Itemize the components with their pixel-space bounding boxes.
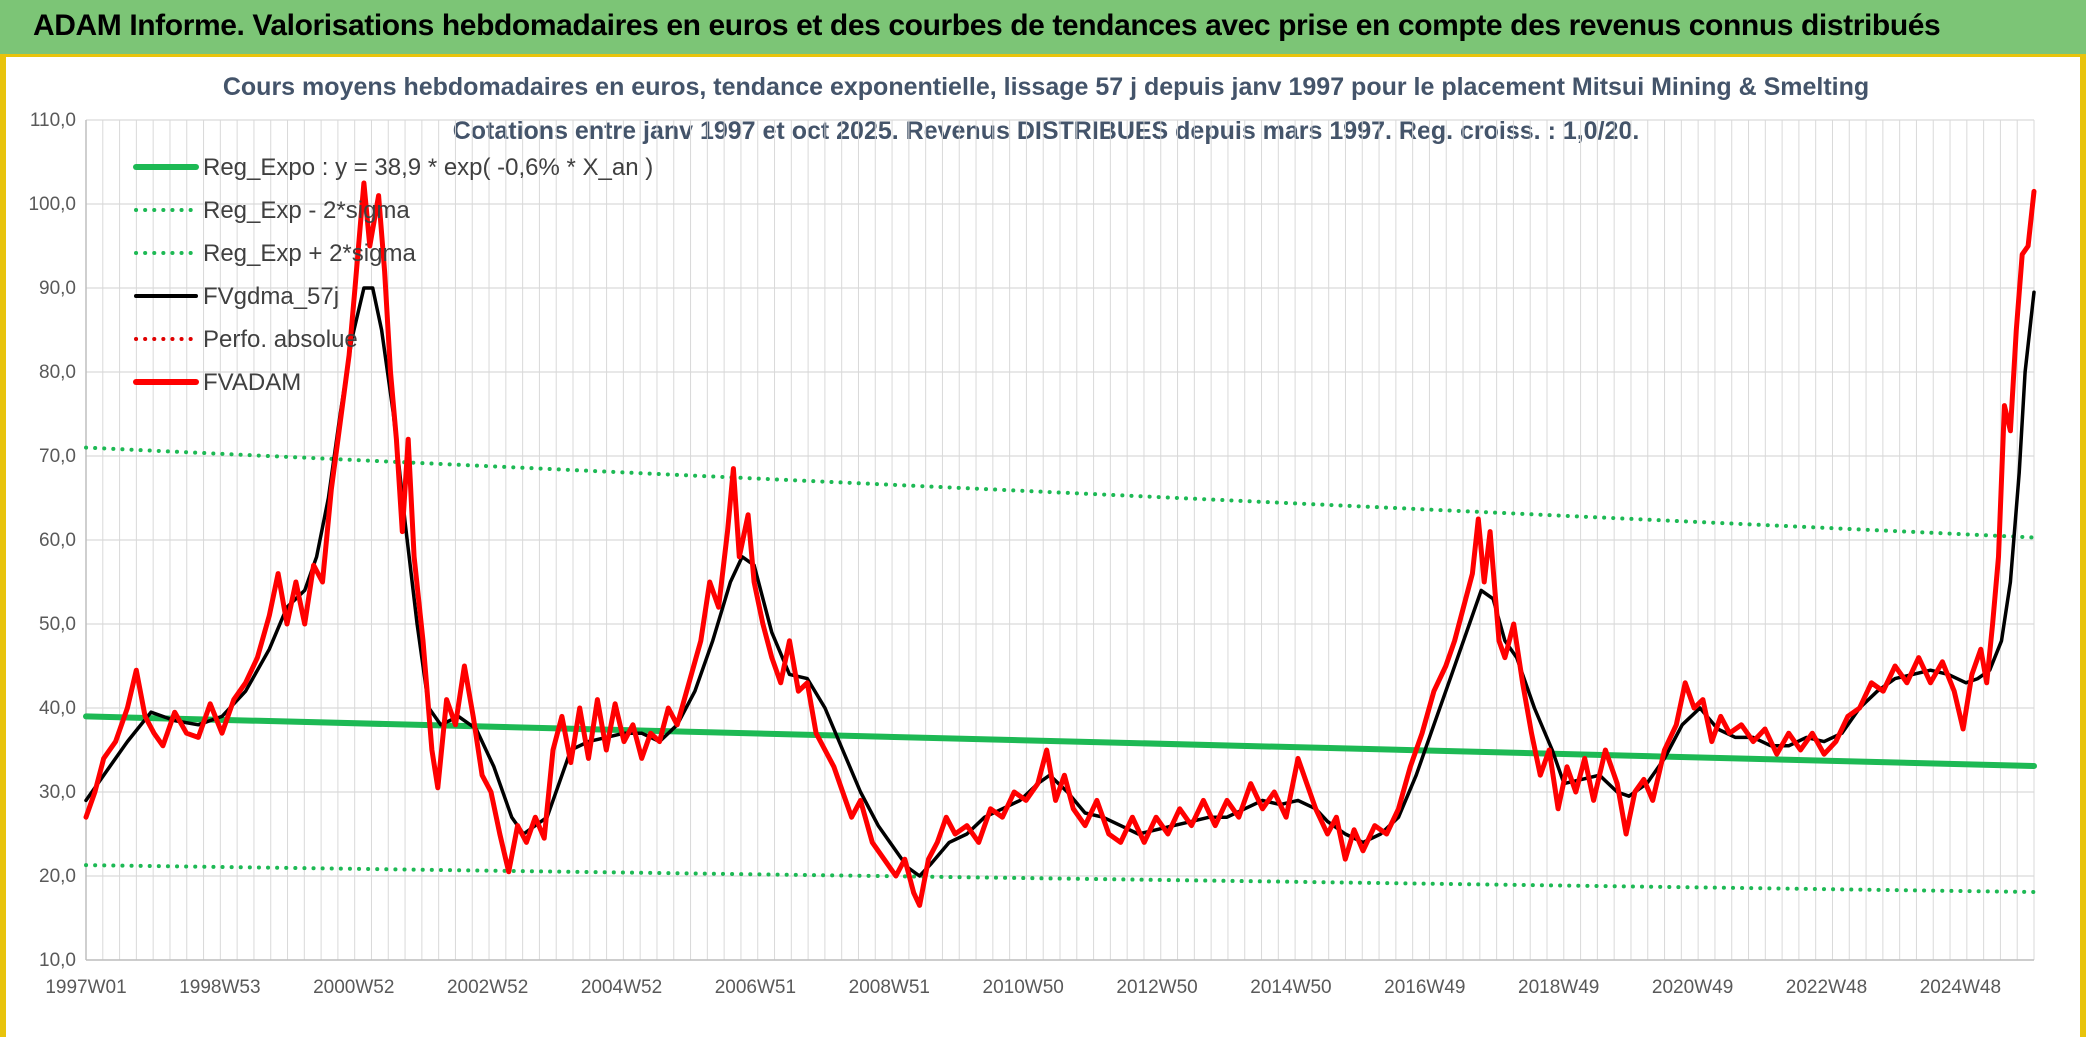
series-line-1: [84, 863, 2036, 894]
chart-frame: Cours moyens hebdomadaires en euros, ten…: [0, 57, 2086, 1037]
series-lines: [83, 180, 2037, 908]
x-tick-label: 2012W50: [1116, 977, 1197, 998]
x-tick-label: 2024W48: [1920, 977, 2001, 998]
header-banner: ADAM Informe. Valorisations hebdomadaire…: [0, 0, 2086, 57]
x-tick-label: 1997W01: [45, 977, 126, 998]
y-tick-label: 10,0: [39, 950, 76, 971]
x-axis-ticks: 1997W01 1998W53 2000W52 2002W52 2004W52 2006W…: [45, 977, 2001, 998]
x-tick-label: 2018W49: [1518, 977, 1599, 998]
page-title: ADAM Informe. Valorisations hebdomadaire…: [33, 9, 1941, 42]
x-tick-label: 1998W53: [179, 977, 260, 998]
x-tick-label: 2010W50: [983, 977, 1064, 998]
legend-label-5: FVADAM: [203, 369, 301, 396]
series-line-3: [84, 286, 2036, 878]
x-tick-label: 2008W51: [849, 977, 930, 998]
line-chart: Cours moyens hebdomadaires en euros, ten…: [28, 73, 2037, 998]
y-tick-label: 40,0: [39, 698, 76, 719]
series-line-0: [83, 713, 2037, 769]
y-tick-label: 80,0: [39, 362, 76, 383]
series-line-5: [83, 180, 2037, 908]
y-tick-label: 50,0: [39, 614, 76, 635]
x-tick-label: 2020W49: [1652, 977, 1733, 998]
y-tick-label: 20,0: [39, 866, 76, 887]
legend-label-0: Reg_Expo : y = 38,9 * exp( -0,6% * X_an …: [203, 154, 653, 181]
x-tick-label: 2004W52: [581, 977, 662, 998]
x-tick-label: 2016W49: [1384, 977, 1465, 998]
legend: Reg_Expo : y = 38,9 * exp( -0,6% * X_an …: [133, 154, 653, 396]
x-tick-label: 2002W52: [447, 977, 528, 998]
legend-label-2: Reg_Exp + 2*sigma: [203, 240, 416, 267]
y-tick-label: 90,0: [39, 278, 76, 299]
series-line-2: [84, 445, 2036, 540]
legend-label-4: Perfo. absolue: [203, 326, 358, 353]
x-tick-label: 2022W48: [1786, 977, 1867, 998]
chart-title-line1: Cours moyens hebdomadaires en euros, ten…: [223, 73, 1869, 101]
y-tick-label: 30,0: [39, 782, 76, 803]
y-tick-label: 100,0: [28, 194, 76, 215]
y-tick-label: 60,0: [39, 530, 76, 551]
y-tick-label: 70,0: [39, 446, 76, 467]
x-tick-label: 2006W51: [715, 977, 796, 998]
grid-lines: [85, 119, 2035, 961]
legend-label-3: FVgdma_57j: [203, 283, 339, 310]
y-tick-label: 110,0: [30, 110, 76, 131]
x-tick-label: 2000W52: [313, 977, 394, 998]
legend-label-1: Reg_Exp - 2*sigma: [203, 197, 410, 224]
y-axis-ticks: 10,0 20,0 30,0 40,0 50,0 60,0 70,0 80,0 90,0 100,…: [28, 110, 76, 971]
x-tick-label: 2014W50: [1250, 977, 1331, 998]
chart-title-line2: Cotations entre janv 1997 et oct 2025. R…: [453, 117, 1640, 145]
